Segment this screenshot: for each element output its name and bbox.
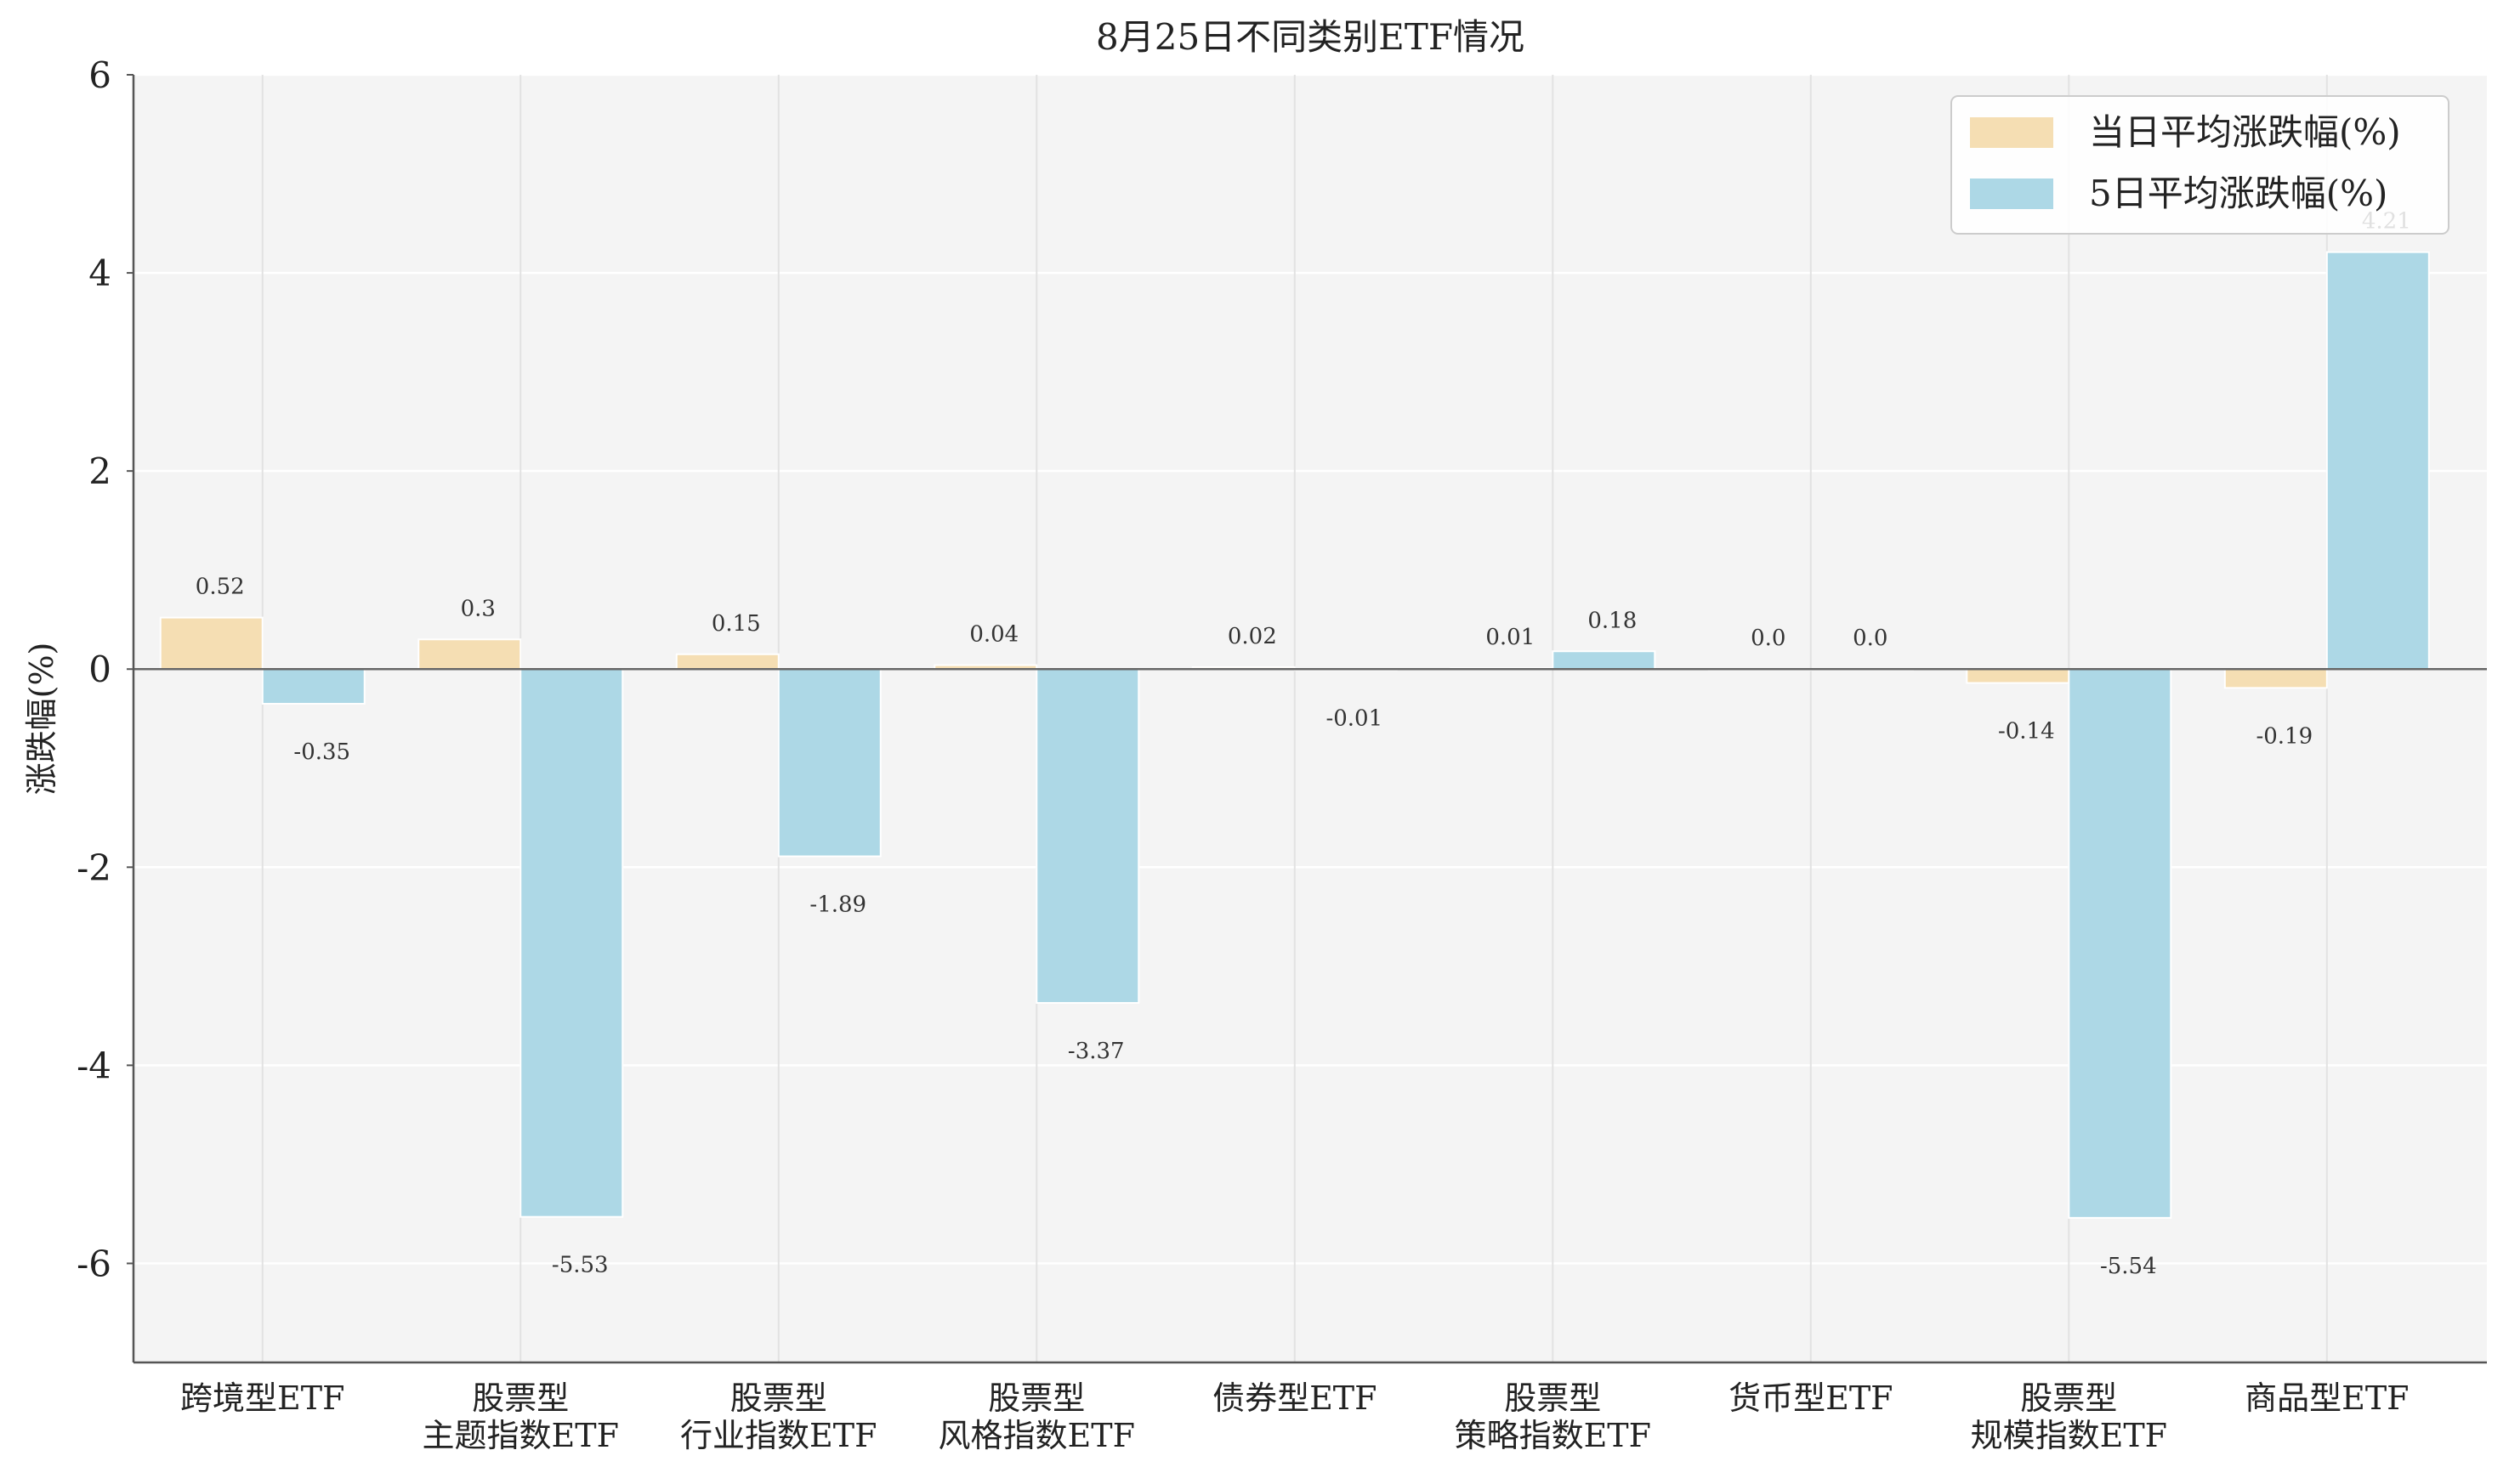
bar-value-label: 0.18 xyxy=(1587,608,1637,633)
bar-value-label: -5.54 xyxy=(2100,1254,2157,1279)
bar-value-label: -5.53 xyxy=(552,1253,609,1278)
x-tick-label: 股票型 xyxy=(2020,1379,2117,1417)
bar-value-label: -1.89 xyxy=(809,892,866,917)
bar-value-label: 0.0 xyxy=(1853,626,1887,651)
bar-five-day xyxy=(1036,668,1140,1004)
bar-value-label: 0.04 xyxy=(969,622,1019,648)
bar-five-day xyxy=(2068,668,2172,1219)
bar-value-label: -0.14 xyxy=(1998,719,2055,745)
bar-five-day xyxy=(519,668,624,1218)
x-tick-label: 商品型ETF xyxy=(2245,1379,2409,1417)
y-tick-label: 4 xyxy=(88,252,111,294)
x-tick-label: 风格指数ETF xyxy=(939,1417,1135,1454)
x-tick-label: 股票型 xyxy=(472,1379,569,1417)
bar-value-label: -0.35 xyxy=(293,739,350,765)
bar-value-label: 0.15 xyxy=(712,611,761,637)
y-tick-label: 2 xyxy=(88,450,111,492)
bar-daily xyxy=(417,638,522,671)
bars xyxy=(159,251,2430,1219)
bar-value-label: -0.19 xyxy=(2256,723,2313,749)
y-tick-label: 0 xyxy=(88,649,111,690)
x-tick-label: 跨境型ETF xyxy=(180,1379,344,1417)
bar-five-day xyxy=(2325,251,2430,671)
y-tick-label: -6 xyxy=(77,1243,111,1284)
x-tick-label: 股票型 xyxy=(730,1379,827,1417)
y-tick-label: 6 xyxy=(88,54,111,96)
x-tick-label: 债券型ETF xyxy=(1212,1379,1377,1417)
bar-daily xyxy=(1966,668,2070,684)
bar-value-label: 0.3 xyxy=(461,596,496,621)
legend-box xyxy=(1950,95,2449,235)
bar-value-label: -0.01 xyxy=(1325,705,1382,731)
legend-label: 当日平均涨跌幅(%) xyxy=(2089,111,2401,153)
x-tick-label: 策略指数ETF xyxy=(1455,1417,1651,1454)
legend-swatch xyxy=(1970,117,2053,148)
legend: 当日平均涨跌幅(%) 5日平均涨跌幅(%) xyxy=(1950,95,2449,235)
y-tick-label: -2 xyxy=(77,847,111,888)
y-tick-label: -4 xyxy=(77,1045,111,1086)
x-tick-label: 行业指数ETF xyxy=(680,1417,877,1454)
legend-label: 5日平均涨跌幅(%) xyxy=(2089,173,2387,214)
bar-value-label: 0.02 xyxy=(1228,624,1277,649)
x-tick-label: 货币型ETF xyxy=(1728,1379,1893,1417)
x-tick-label: 规模指数ETF xyxy=(1971,1417,2167,1454)
chart-title: 8月25日不同类别ETF情况 xyxy=(1096,16,1524,58)
bar-five-day xyxy=(1552,650,1656,671)
x-tick-label: 主题指数ETF xyxy=(423,1417,619,1454)
data-labels: 0.52 0.3 0.15 0.04 0.02 0.01 0.0 -0.14 -0.19 -0.3… xyxy=(196,209,2411,1279)
bar-value-label: 0.0 xyxy=(1751,626,1785,651)
bar-daily xyxy=(2223,668,2328,689)
bar-daily xyxy=(159,616,264,671)
bar-five-day xyxy=(777,668,882,858)
legend-swatch xyxy=(1970,178,2053,209)
bar-five-day xyxy=(261,668,366,705)
x-tick-label: 股票型 xyxy=(1504,1379,1601,1417)
bar-value-label: 0.52 xyxy=(196,575,245,600)
y-axis-label: 涨跌幅(%) xyxy=(23,643,60,796)
bar-value-label: -3.37 xyxy=(1068,1039,1125,1064)
bar-daily xyxy=(675,653,780,671)
x-tick-label: 股票型 xyxy=(988,1379,1085,1417)
bar-value-label: 0.01 xyxy=(1485,625,1535,650)
